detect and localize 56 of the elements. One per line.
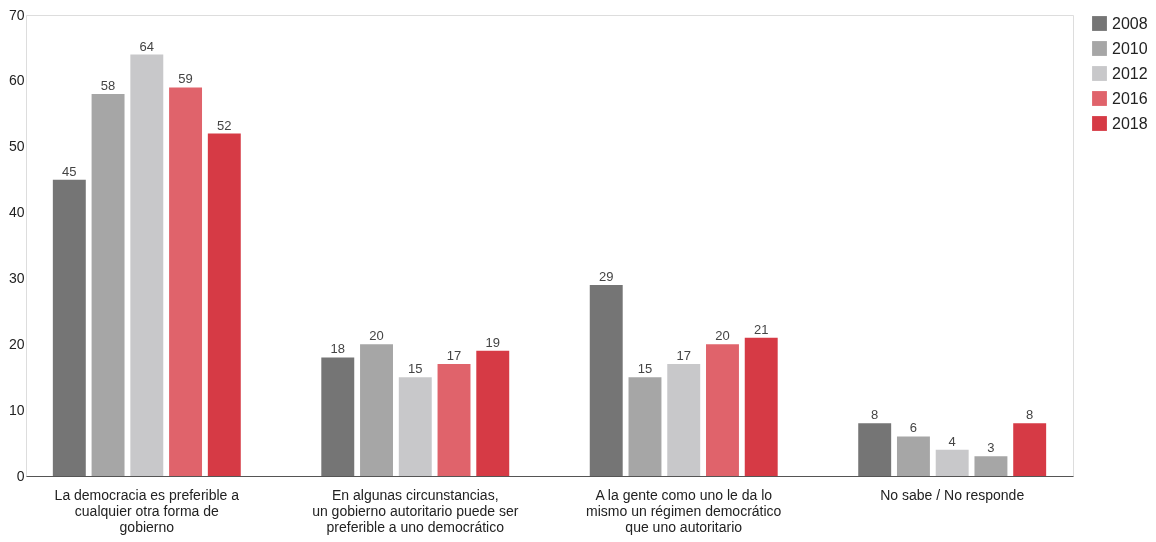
bar xyxy=(91,94,125,476)
data-label: 8 xyxy=(1026,407,1034,423)
legend-label: 2018 xyxy=(1112,114,1148,132)
bar xyxy=(321,357,355,476)
data-label: 29 xyxy=(599,269,614,285)
x-tick-label: En algunas circunstancias, un gobierno autoritario puede ser preferible a uno democrático xyxy=(312,486,519,535)
bar xyxy=(667,364,701,476)
data-label: 15 xyxy=(408,361,423,377)
x-tick-label: A la gente como uno le da lo mismo un régimen democrático que uno autoritario xyxy=(586,486,782,535)
legend-label: 2010 xyxy=(1112,39,1148,57)
bar xyxy=(706,344,739,476)
bar xyxy=(1013,423,1047,476)
data-label: 8 xyxy=(871,407,879,423)
data-label: 17 xyxy=(676,348,691,364)
bar xyxy=(744,337,778,476)
data-label: 45 xyxy=(62,163,77,179)
y-tick-label: 30 xyxy=(8,269,25,286)
legend-label: 2008 xyxy=(1112,14,1148,32)
x-tick-label: No sabe / No responde xyxy=(880,486,1025,503)
y-tick-label: 60 xyxy=(8,72,25,89)
data-label: 18 xyxy=(330,341,346,357)
data-label: 3 xyxy=(987,440,995,456)
y-tick-label: 20 xyxy=(8,335,25,352)
data-label: 64 xyxy=(139,38,155,54)
y-tick-label: 10 xyxy=(8,401,25,418)
y-tick-label: 50 xyxy=(8,138,25,155)
data-label: 21 xyxy=(753,321,769,337)
bar xyxy=(130,54,164,476)
bar xyxy=(169,87,203,476)
data-label: 20 xyxy=(715,328,730,344)
bar xyxy=(935,449,969,476)
bar xyxy=(589,285,623,476)
data-label: 20 xyxy=(369,328,384,344)
data-label: 15 xyxy=(637,361,653,377)
data-label: 17 xyxy=(446,348,462,364)
bar xyxy=(207,133,241,476)
data-label: 59 xyxy=(178,71,193,87)
bar xyxy=(476,350,510,476)
bar xyxy=(628,377,662,476)
bar xyxy=(360,344,393,476)
data-label: 19 xyxy=(485,334,500,350)
bar xyxy=(398,377,432,476)
data-label: 6 xyxy=(909,420,918,436)
data-label: 4 xyxy=(948,433,956,449)
legend-label: 2016 xyxy=(1112,89,1148,107)
y-tick-label: 70 xyxy=(8,6,25,23)
legend-label: 2012 xyxy=(1112,64,1148,82)
data-label: 52 xyxy=(217,117,232,133)
bar xyxy=(858,423,892,476)
y-tick-label: 0 xyxy=(16,467,25,484)
bar xyxy=(896,436,930,476)
y-tick-label: 40 xyxy=(8,204,25,221)
bar xyxy=(52,179,86,476)
x-tick-label: La democracia es preferible a cualquier otra forma de gobierno xyxy=(54,486,240,535)
bar xyxy=(437,364,471,476)
data-label: 58 xyxy=(100,78,116,94)
